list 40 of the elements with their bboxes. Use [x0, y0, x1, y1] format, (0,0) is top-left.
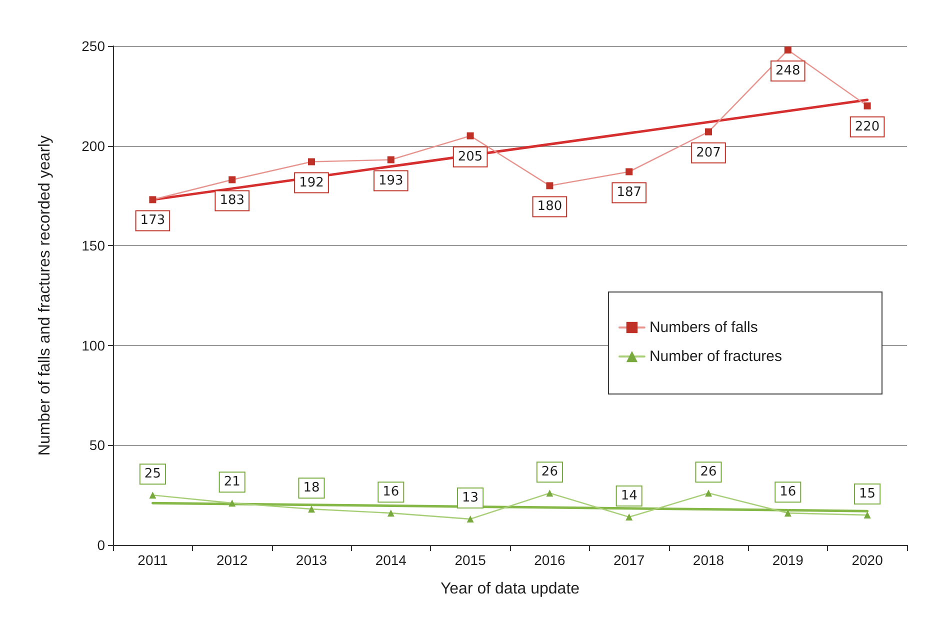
data-label: 205: [458, 149, 483, 164]
x-tick-label: 2012: [216, 552, 248, 568]
x-tick-label: 2019: [772, 552, 804, 568]
data-label: 14: [620, 488, 638, 504]
y-tick-label: 200: [82, 138, 106, 154]
y-axis-title: Number of falls and fractures recorded yearly: [36, 135, 54, 456]
y-tick-label: 100: [82, 337, 106, 354]
data-label: 207: [696, 145, 721, 160]
data-label: 18: [303, 480, 320, 496]
x-tick-label: 2020: [852, 552, 884, 568]
x-tick-label: 2014: [375, 552, 407, 568]
data-label: 15: [859, 486, 876, 502]
x-axis-title: Year of data update: [440, 580, 580, 598]
x-tick-label: 2011: [138, 552, 168, 568]
y-tick-label: 250: [82, 38, 106, 54]
x-tick-label: 2016: [534, 552, 566, 568]
data-label: 248: [775, 63, 800, 78]
data-label: 26: [541, 464, 558, 480]
data-label: 16: [780, 484, 796, 500]
y-tick-label: 50: [89, 437, 106, 454]
data-label: 183: [220, 193, 245, 208]
x-tick-label: 2017: [614, 552, 645, 568]
x-tick-label: 2015: [454, 552, 486, 568]
data-label: 21: [224, 474, 240, 490]
legend-label: Number of fractures: [649, 348, 782, 365]
data-label: 16: [382, 484, 400, 500]
data-label: 220: [854, 119, 880, 134]
data-label: 13: [462, 490, 479, 506]
data-label: 193: [378, 173, 404, 188]
data-label: 26: [700, 464, 717, 480]
x-tick-label: 2013: [296, 552, 328, 568]
data-label: 192: [299, 175, 324, 190]
y-tick-label: 150: [82, 238, 106, 254]
y-tick-label: 0: [97, 537, 106, 553]
x-tick-label: 2018: [692, 552, 724, 568]
data-label: 173: [140, 213, 166, 228]
data-label: 187: [616, 185, 642, 200]
legend-label: Numbers of falls: [649, 319, 758, 336]
data-label: 25: [144, 466, 161, 482]
data-label: 180: [537, 199, 562, 214]
